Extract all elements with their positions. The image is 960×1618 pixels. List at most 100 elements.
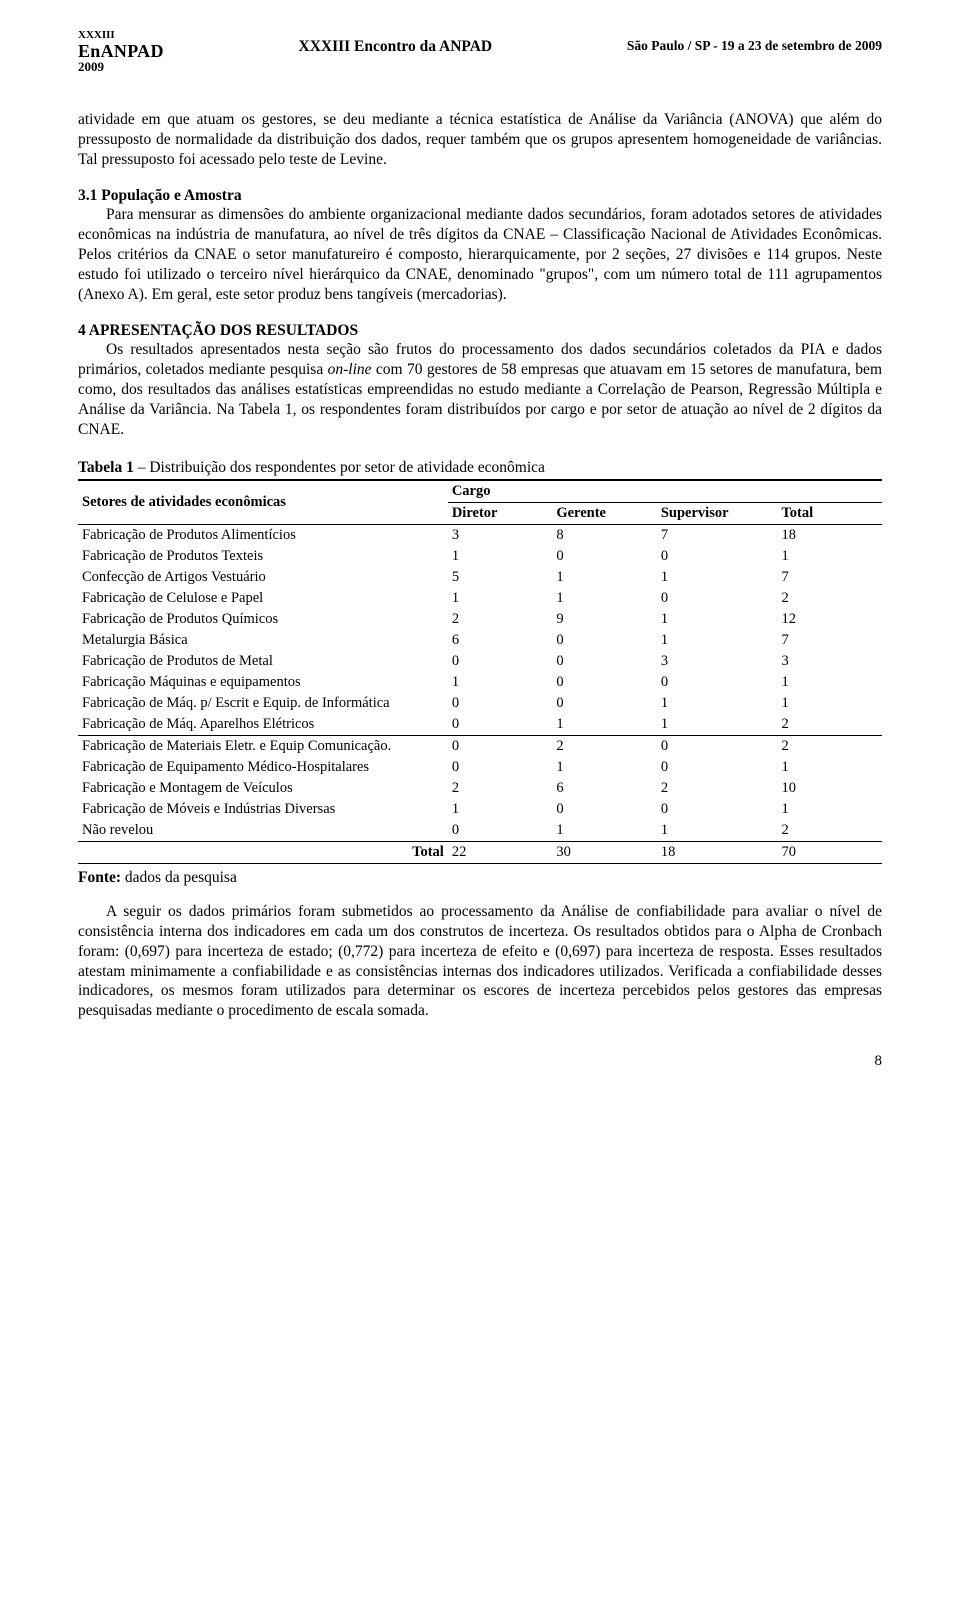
table-cell-label: Confecção de Artigos Vestuário xyxy=(78,567,448,588)
table-cell-value: 2 xyxy=(777,588,882,609)
table-cell-value: 5 xyxy=(448,567,553,588)
table-cell-value: 0 xyxy=(657,672,778,693)
table-cell-value: 0 xyxy=(552,799,657,820)
table-cell-value: 0 xyxy=(448,736,553,758)
page-header: XXXIII EnANPAD 2009 XXXIII Encontro da A… xyxy=(78,30,882,74)
page-number: 8 xyxy=(78,1053,882,1070)
table-cell-label: Fabricação de Produtos Químicos xyxy=(78,609,448,630)
table-cell-value: 7 xyxy=(657,525,778,547)
table-cell-value: 7 xyxy=(777,630,882,651)
table-cell-label: Fabricação de Máq. p/ Escrit e Equip. de… xyxy=(78,693,448,714)
table-cell-value: 2 xyxy=(777,714,882,736)
table-cell-value: 1 xyxy=(448,672,553,693)
table-cell-value: 0 xyxy=(552,651,657,672)
table-row: Fabricação de Produtos Químicos29112 xyxy=(78,609,882,630)
table-cell-value: 1 xyxy=(657,714,778,736)
table-cell-value: 1 xyxy=(448,588,553,609)
table-row: Fabricação de Produtos Texteis1001 xyxy=(78,546,882,567)
table-column-header: Gerente xyxy=(552,503,657,525)
section-3-1-title: 3.1 População e Amostra xyxy=(78,186,882,206)
table-row: Fabricação de Móveis e Indústrias Divers… xyxy=(78,799,882,820)
logo-edition: XXXIII xyxy=(78,30,164,42)
table-cell-value: 1 xyxy=(777,757,882,778)
table-1-caption-rest: – Distribuição dos respondentes por seto… xyxy=(134,459,545,476)
table-cell-value: 0 xyxy=(552,630,657,651)
table-cell-label: Fabricação e Montagem de Veículos xyxy=(78,778,448,799)
table-cell-value: 2 xyxy=(777,736,882,758)
table-total-value: 22 xyxy=(448,842,553,864)
table-cell-label: Não revelou xyxy=(78,820,448,842)
table-total-value: 70 xyxy=(777,842,882,864)
table-row: Fabricação de Produtos de Metal0033 xyxy=(78,651,882,672)
table-cell-label: Metalurgia Básica xyxy=(78,630,448,651)
table-row: Fabricação de Equipamento Médico-Hospita… xyxy=(78,757,882,778)
table-cell-value: 9 xyxy=(552,609,657,630)
paragraph-population: Para mensurar as dimensões do ambiente o… xyxy=(78,205,882,304)
table-cell-value: 0 xyxy=(657,588,778,609)
table-cell-value: 0 xyxy=(552,546,657,567)
table-row: Não revelou0112 xyxy=(78,820,882,842)
table-cell-value: 0 xyxy=(448,820,553,842)
table-col-group: Cargo xyxy=(448,480,882,503)
table-column-header: Total xyxy=(777,503,882,525)
table-cell-value: 1 xyxy=(552,567,657,588)
table-cell-label: Fabricação de Máq. Aparelhos Elétricos xyxy=(78,714,448,736)
table-cell-value: 2 xyxy=(657,778,778,799)
table-cell-label: Fabricação de Equipamento Médico-Hospita… xyxy=(78,757,448,778)
table-cell-value: 3 xyxy=(448,525,553,547)
table-cell-label: Fabricação de Produtos Texteis xyxy=(78,546,448,567)
table-cell-label: Fabricação de Materiais Eletr. e Equip C… xyxy=(78,736,448,758)
table-cell-value: 1 xyxy=(552,820,657,842)
table-column-header: Diretor xyxy=(448,503,553,525)
table-cell-value: 3 xyxy=(777,651,882,672)
table-cell-value: 0 xyxy=(448,757,553,778)
table-cell-value: 1 xyxy=(552,714,657,736)
table-row: Fabricação de Celulose e Papel1102 xyxy=(78,588,882,609)
table-1-caption-bold: Tabela 1 xyxy=(78,459,134,476)
table-cell-value: 1 xyxy=(777,546,882,567)
table-cell-value: 18 xyxy=(777,525,882,547)
table-cell-value: 8 xyxy=(552,525,657,547)
table-cell-value: 1 xyxy=(448,799,553,820)
table-cell-label: Fabricação Máquinas e equipamentos xyxy=(78,672,448,693)
table-column-header: Supervisor xyxy=(657,503,778,525)
table-source: Fonte: dados da pesquisa xyxy=(78,868,882,888)
section-4-title: 4 APRESENTAÇÃO DOS RESULTADOS xyxy=(78,321,882,341)
table-cell-value: 1 xyxy=(657,820,778,842)
table-total-value: 18 xyxy=(657,842,778,864)
paragraph-results-italic: on-line xyxy=(328,361,372,378)
table-cell-value: 1 xyxy=(777,799,882,820)
table-cell-label: Fabricação de Produtos de Metal xyxy=(78,651,448,672)
table-cell-value: 0 xyxy=(657,736,778,758)
table-cell-value: 3 xyxy=(657,651,778,672)
table-cell-value: 0 xyxy=(552,672,657,693)
table-cell-value: 1 xyxy=(657,609,778,630)
table-cell-value: 6 xyxy=(448,630,553,651)
paragraph-intro: atividade em que atuam os gestores, se d… xyxy=(78,110,882,169)
table-source-bold: Fonte: xyxy=(78,869,121,886)
table-cell-value: 1 xyxy=(657,567,778,588)
table-cell-value: 12 xyxy=(777,609,882,630)
table-row: Metalurgia Básica6017 xyxy=(78,630,882,651)
table-cell-value: 1 xyxy=(552,757,657,778)
table-source-rest: dados da pesquisa xyxy=(121,869,237,886)
table-cell-value: 1 xyxy=(777,693,882,714)
table-cell-value: 2 xyxy=(777,820,882,842)
table-row: Fabricação de Produtos Alimentícios38718 xyxy=(78,525,882,547)
table-respondents: Setores de atividades econômicasCargoDir… xyxy=(78,479,882,864)
table-total-value: 30 xyxy=(552,842,657,864)
header-location: São Paulo / SP - 19 a 23 de setembro de … xyxy=(627,30,882,54)
conference-logo: XXXIII EnANPAD 2009 xyxy=(78,30,164,74)
paragraph-results: Os resultados apresentados nesta seção s… xyxy=(78,340,882,439)
table-row: Fabricação de Máq. p/ Escrit e Equip. de… xyxy=(78,693,882,714)
table-row: Fabricação Máquinas e equipamentos1001 xyxy=(78,672,882,693)
logo-year: 2009 xyxy=(78,60,164,74)
table-cell-value: 0 xyxy=(657,799,778,820)
logo-name: EnANPAD xyxy=(78,42,164,61)
table-cell-value: 7 xyxy=(777,567,882,588)
table-cell-value: 1 xyxy=(657,693,778,714)
header-title: XXXIII Encontro da ANPAD xyxy=(299,30,493,56)
table-cell-label: Fabricação de Produtos Alimentícios xyxy=(78,525,448,547)
table-cell-value: 0 xyxy=(552,693,657,714)
table-cell-value: 2 xyxy=(552,736,657,758)
